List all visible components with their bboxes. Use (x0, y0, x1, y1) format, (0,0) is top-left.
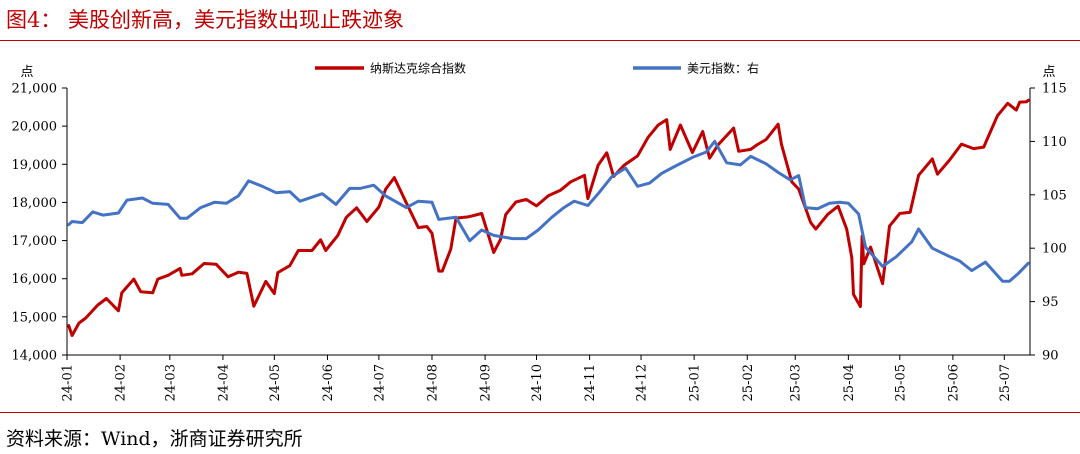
source-note: 资料来源：Wind，浙商证券研究所 (6, 428, 303, 450)
x-axis-tick-label: 24-04 (216, 364, 231, 401)
series-line-dxy (67, 139, 1030, 283)
x-axis-tick-label: 24-06 (321, 364, 336, 401)
x-axis-tick-label: 24-01 (61, 364, 76, 401)
chart-axes: 点 点 14,000 15,000 16,000 17,000 18,000 19,000 20… (12, 65, 1067, 401)
right-axis-tick-label: 90 (1042, 349, 1059, 364)
x-axis-tick-label: 24-07 (372, 364, 387, 401)
right-axis-tick-label: 100 (1042, 242, 1067, 257)
x-axis-tick-label: 25-07 (998, 364, 1013, 401)
x-axis-tick-label: 24-09 (479, 364, 494, 401)
x-axis-tick-label: 24-10 (530, 364, 545, 401)
x-axis-tick-label: 25-02 (741, 364, 756, 401)
x-axis-tick-label: 25-04 (842, 364, 857, 401)
left-axis-tick-label: 20,000 (12, 120, 58, 135)
title-divider (0, 40, 1080, 41)
series-line-nasdaq (67, 98, 1030, 337)
left-axis-tick-label: 18,000 (12, 196, 58, 211)
right-axis-unit: 点 (1042, 65, 1055, 80)
left-axis-tick-label: 15,000 (12, 310, 58, 325)
source-divider (0, 412, 1080, 413)
chart-legend: 纳斯达克综合指数 美元指数：右 (315, 61, 759, 76)
left-axis-unit: 点 (20, 65, 33, 80)
figure-title: 图4： 美股创新高，美元指数出现止跌迹象 (6, 8, 405, 32)
x-axis-tick-label: 24-05 (268, 364, 283, 401)
left-axis-tick-label: 17,000 (12, 234, 58, 249)
left-axis-tick-label: 21,000 (12, 82, 58, 97)
x-axis-tick-label: 25-03 (789, 364, 804, 401)
left-axis-tick-label: 19,000 (12, 158, 58, 173)
chart-series-layer (67, 98, 1030, 337)
left-axis-tick-label: 14,000 (12, 349, 58, 364)
legend-label-nasdaq: 纳斯达克综合指数 (370, 61, 466, 76)
x-axis-tick-label: 25-05 (893, 364, 908, 401)
x-axis-tick-label: 24-03 (163, 364, 178, 401)
x-axis-tick-label: 24-08 (425, 364, 440, 401)
right-axis-tick-label: 105 (1042, 188, 1067, 203)
right-axis-tick-label: 110 (1042, 135, 1067, 150)
right-axis-tick-label: 115 (1042, 82, 1067, 97)
left-axis-tick-label: 16,000 (12, 272, 58, 287)
x-axis-tick-label: 24-02 (114, 364, 129, 401)
right-axis-tick-label: 95 (1042, 295, 1059, 310)
legend-label-dxy: 美元指数：右 (687, 61, 759, 76)
x-axis-tick-label: 24-11 (583, 364, 598, 401)
x-axis-tick-label: 25-01 (688, 364, 703, 401)
x-axis-tick-label: 25-06 (946, 364, 961, 401)
x-axis-tick-label: 24-12 (635, 364, 650, 401)
